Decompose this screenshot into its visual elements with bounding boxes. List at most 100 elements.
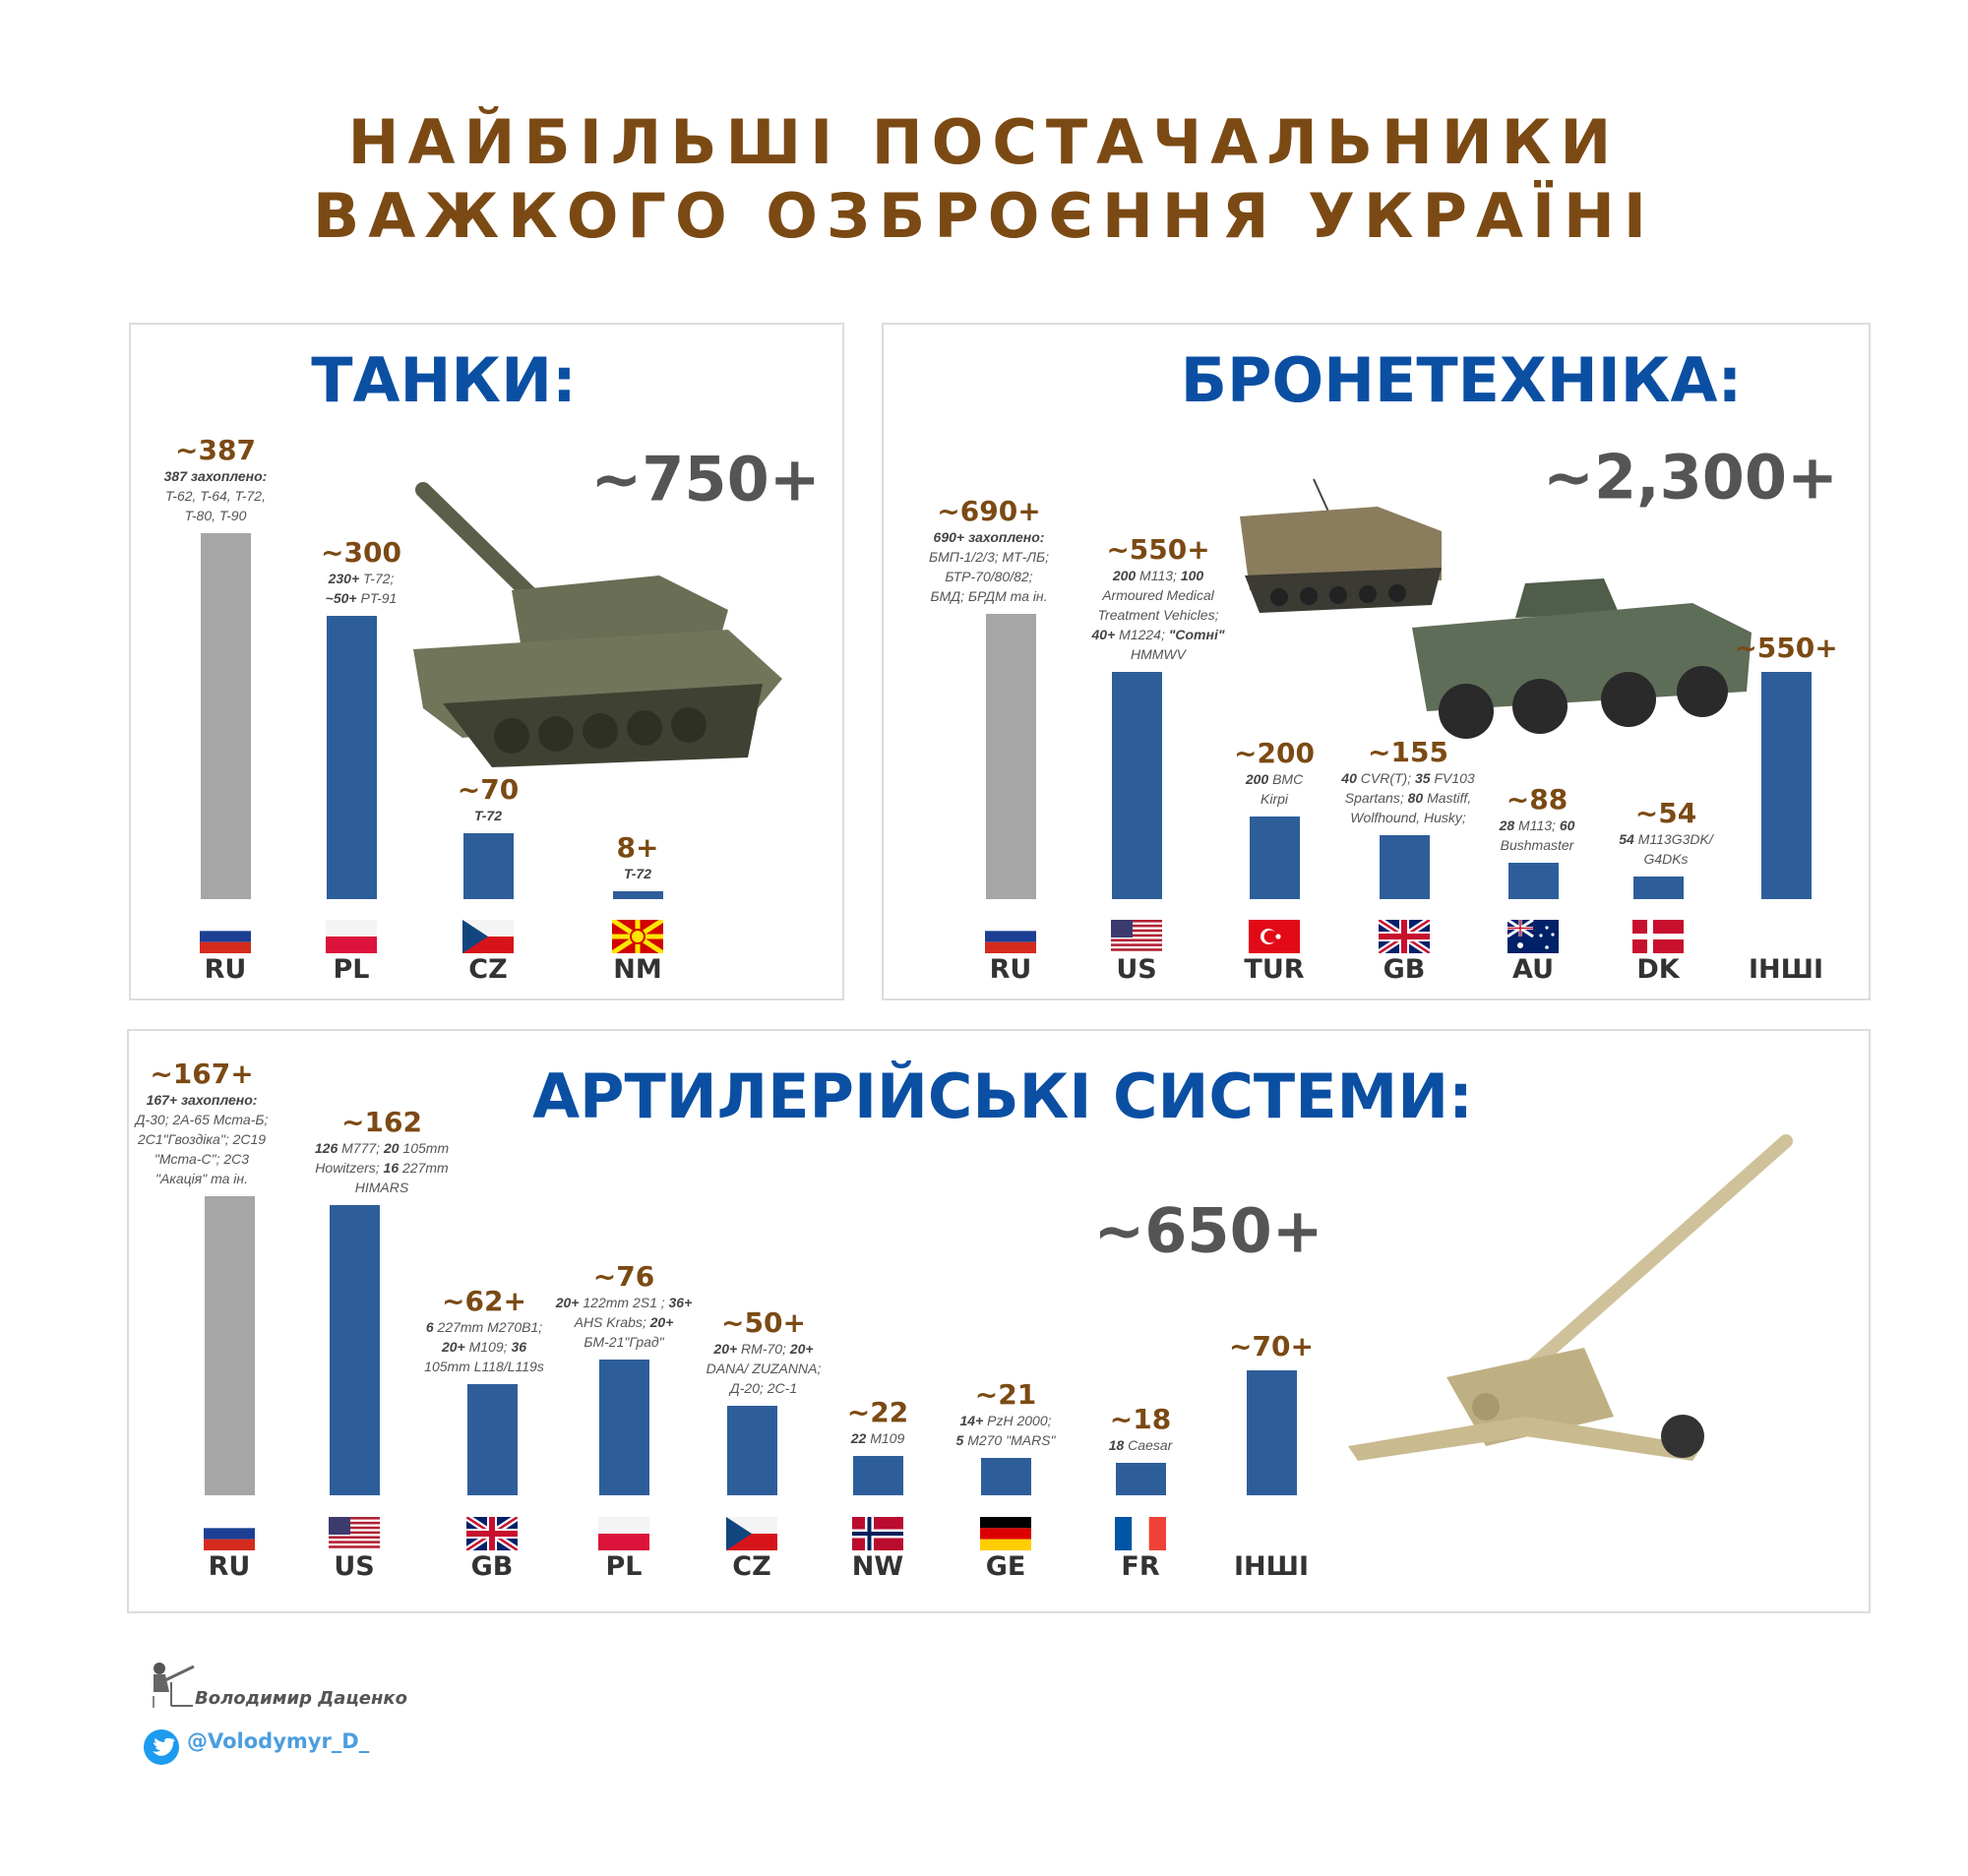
note-line: G4DKs (1619, 849, 1712, 869)
howitzer-image (1348, 1134, 1793, 1461)
category-label: CZ (468, 954, 508, 985)
note-text: Bushmaster (1500, 837, 1574, 854)
bar-note: 167+ захоплено: Д-30; 2А-65 Мста-Б; 2С1"Гв… (136, 1090, 269, 1188)
note-text: 40 (1341, 769, 1357, 786)
note-line: 105mm L118/L119s (424, 1357, 544, 1376)
note-text: HIMARS (354, 1180, 409, 1196)
note-text: M113; (1514, 817, 1560, 834)
bar-label-group: ~167+ 167+ захоплено: Д-30; 2А-65 Мста-Б; 2… (136, 1059, 269, 1188)
m113-image (1240, 478, 1442, 613)
value-label: ~167+ (150, 1058, 254, 1091)
bar-note: 20+ RM-70; 20+ DANA/ ZUZANNA; Д-20; 2С-1 (707, 1339, 822, 1398)
note-text: ~50+ (325, 590, 357, 606)
note-line: 690+ захоплено: (929, 527, 1049, 547)
note-line: 40+ M1224; "Сотні" (1092, 625, 1225, 644)
bar-label-group: ~62+ 6 227mm M270B1; 20+ M109; 36 105mm L11… (424, 1286, 544, 1376)
bar-label-group: ~70 T-72 (458, 773, 519, 825)
bar-label-group: ~18 18 Caesar (1109, 1404, 1173, 1455)
note-text: 5 (955, 1431, 964, 1448)
category-label: GE (985, 1551, 1026, 1582)
value-label: ~300 (321, 536, 401, 569)
note-text: Spartans; (1344, 789, 1408, 806)
note-text: PT-91 (356, 590, 398, 606)
note-text: T-62, T-64, T-72, (165, 488, 266, 505)
value-label: ~88 (1506, 783, 1568, 817)
bar-label-group: 8+ T-72 (617, 832, 659, 883)
category-label: PL (605, 1551, 643, 1582)
note-line: Bushmaster (1500, 835, 1575, 855)
category-label: ІНШІ (1233, 1551, 1310, 1582)
note-text: 40+ (1091, 627, 1116, 642)
note-text: 20+ (713, 1341, 738, 1357)
bar-note: 690+ захоплено: БМП-1/2/3; МТ-ЛБ; БТР-70/8… (929, 527, 1049, 606)
bar-us (1111, 672, 1162, 899)
bar-note: 14+ PzH 2000; 5 M270 "MARS" (956, 1411, 1056, 1450)
bar-label-group: ~70+ (1229, 1330, 1314, 1362)
note-text: Howitzers; (315, 1160, 384, 1177)
note-line: Kirpi (1246, 789, 1303, 809)
twitter-bird-icon[interactable] (144, 1729, 179, 1765)
note-line: 230+ T-72; (326, 569, 398, 588)
category-label: NM (613, 954, 662, 985)
category-label: ІНШІ (1748, 954, 1824, 985)
note-text: CVR(T); (1356, 769, 1415, 786)
note-text: 6 (425, 1319, 434, 1336)
note-line: 126 M777; 20 105mm (315, 1138, 449, 1158)
note-text: Treatment Vehicles; (1097, 607, 1219, 623)
value-label: ~18 (1109, 1403, 1172, 1436)
main-title-line2: ВАЖКОГО ОЗБРОЄННЯ УКРАЇНІ (312, 180, 1655, 252)
note-line: Treatment Vehicles; (1092, 605, 1225, 625)
note-text: M1224; (1115, 627, 1169, 642)
chart-title: БРОНЕТЕХНІКА: (1180, 344, 1743, 416)
note-text: 35 (1414, 769, 1431, 786)
note-text: 227mm M270B1; (433, 1319, 543, 1336)
note-line: Armoured Medical (1092, 585, 1225, 605)
main-title-line1: НАЙБІЛЬШІ ПОСТАЧАЛЬНИКИ (347, 106, 1621, 178)
bar-ge (980, 1457, 1031, 1495)
bar-us (329, 1205, 380, 1495)
bar-note: 22 M109 (851, 1428, 905, 1448)
note-text: RM-70; (737, 1341, 790, 1357)
note-text: G4DKs (1643, 851, 1689, 868)
note-text: Д-30; 2А-65 Мста-Б; (135, 1112, 269, 1128)
note-text: 100 (1180, 568, 1204, 583)
value-label: ~162 (341, 1106, 422, 1139)
chart-total: ~650+ (1093, 1194, 1323, 1267)
bar-label-group: ~50+ 20+ RM-70; 20+ DANA/ ZUZANNA; Д-20; 2С… (707, 1307, 822, 1398)
note-text: Caesar (1124, 1437, 1173, 1454)
note-text: "Мста-С"; 2С3 (154, 1151, 250, 1168)
bar-gb (1379, 834, 1430, 899)
bar-ru (200, 533, 251, 899)
bar-ru (204, 1196, 255, 1495)
note-text: 200 (1112, 568, 1137, 583)
note-text: M113G3DK/ (1633, 831, 1713, 848)
note-text: FV103 (1430, 769, 1475, 786)
note-text: 20+ (441, 1339, 465, 1356)
category-label: GB (1383, 954, 1426, 985)
twitter-handle-link[interactable]: @Volodymyr_D_ (187, 1729, 370, 1753)
btr-image (1412, 578, 1752, 739)
note-text: "Сотні" (1168, 627, 1225, 642)
value-label: ~550+ (1106, 533, 1210, 566)
note-text: 28 (1499, 817, 1515, 834)
note-line: 387 захоплено: (164, 466, 268, 486)
chart-title: ТАНКИ: (311, 344, 577, 416)
value-label: ~62+ (442, 1285, 526, 1318)
flag-ru-icon (985, 920, 1036, 953)
value-label: ~155 (1368, 735, 1448, 768)
value-label: ~22 (846, 1395, 909, 1428)
note-text: 80 (1407, 789, 1424, 806)
category-label: TUR (1244, 954, 1305, 985)
flag-gb-icon (464, 1514, 520, 1553)
note-text: 2С1"Гвоздіка"; 2С19 (137, 1131, 267, 1148)
note-line: БМ-21"Град" (556, 1332, 693, 1352)
bar-label-group: ~162 126 M777; 20 105mm Howitzers; 16 227m… (315, 1107, 449, 1197)
note-text: 227mm (399, 1160, 449, 1177)
value-label: ~387 (175, 434, 256, 467)
bar-note: 200 BMC Kirpi (1246, 769, 1303, 809)
bar-pl (326, 616, 377, 899)
bar-label-group: ~690+ 690+ захоплено: БМП-1/2/3; МТ-ЛБ; БТР… (929, 496, 1049, 606)
note-text: БМД; БРДМ та ін. (930, 588, 1048, 605)
bar-note: 40 CVR(T); 35 FV103 Spartans; 80 Mastiff,… (1341, 768, 1474, 827)
category-label: RU (989, 954, 1032, 985)
